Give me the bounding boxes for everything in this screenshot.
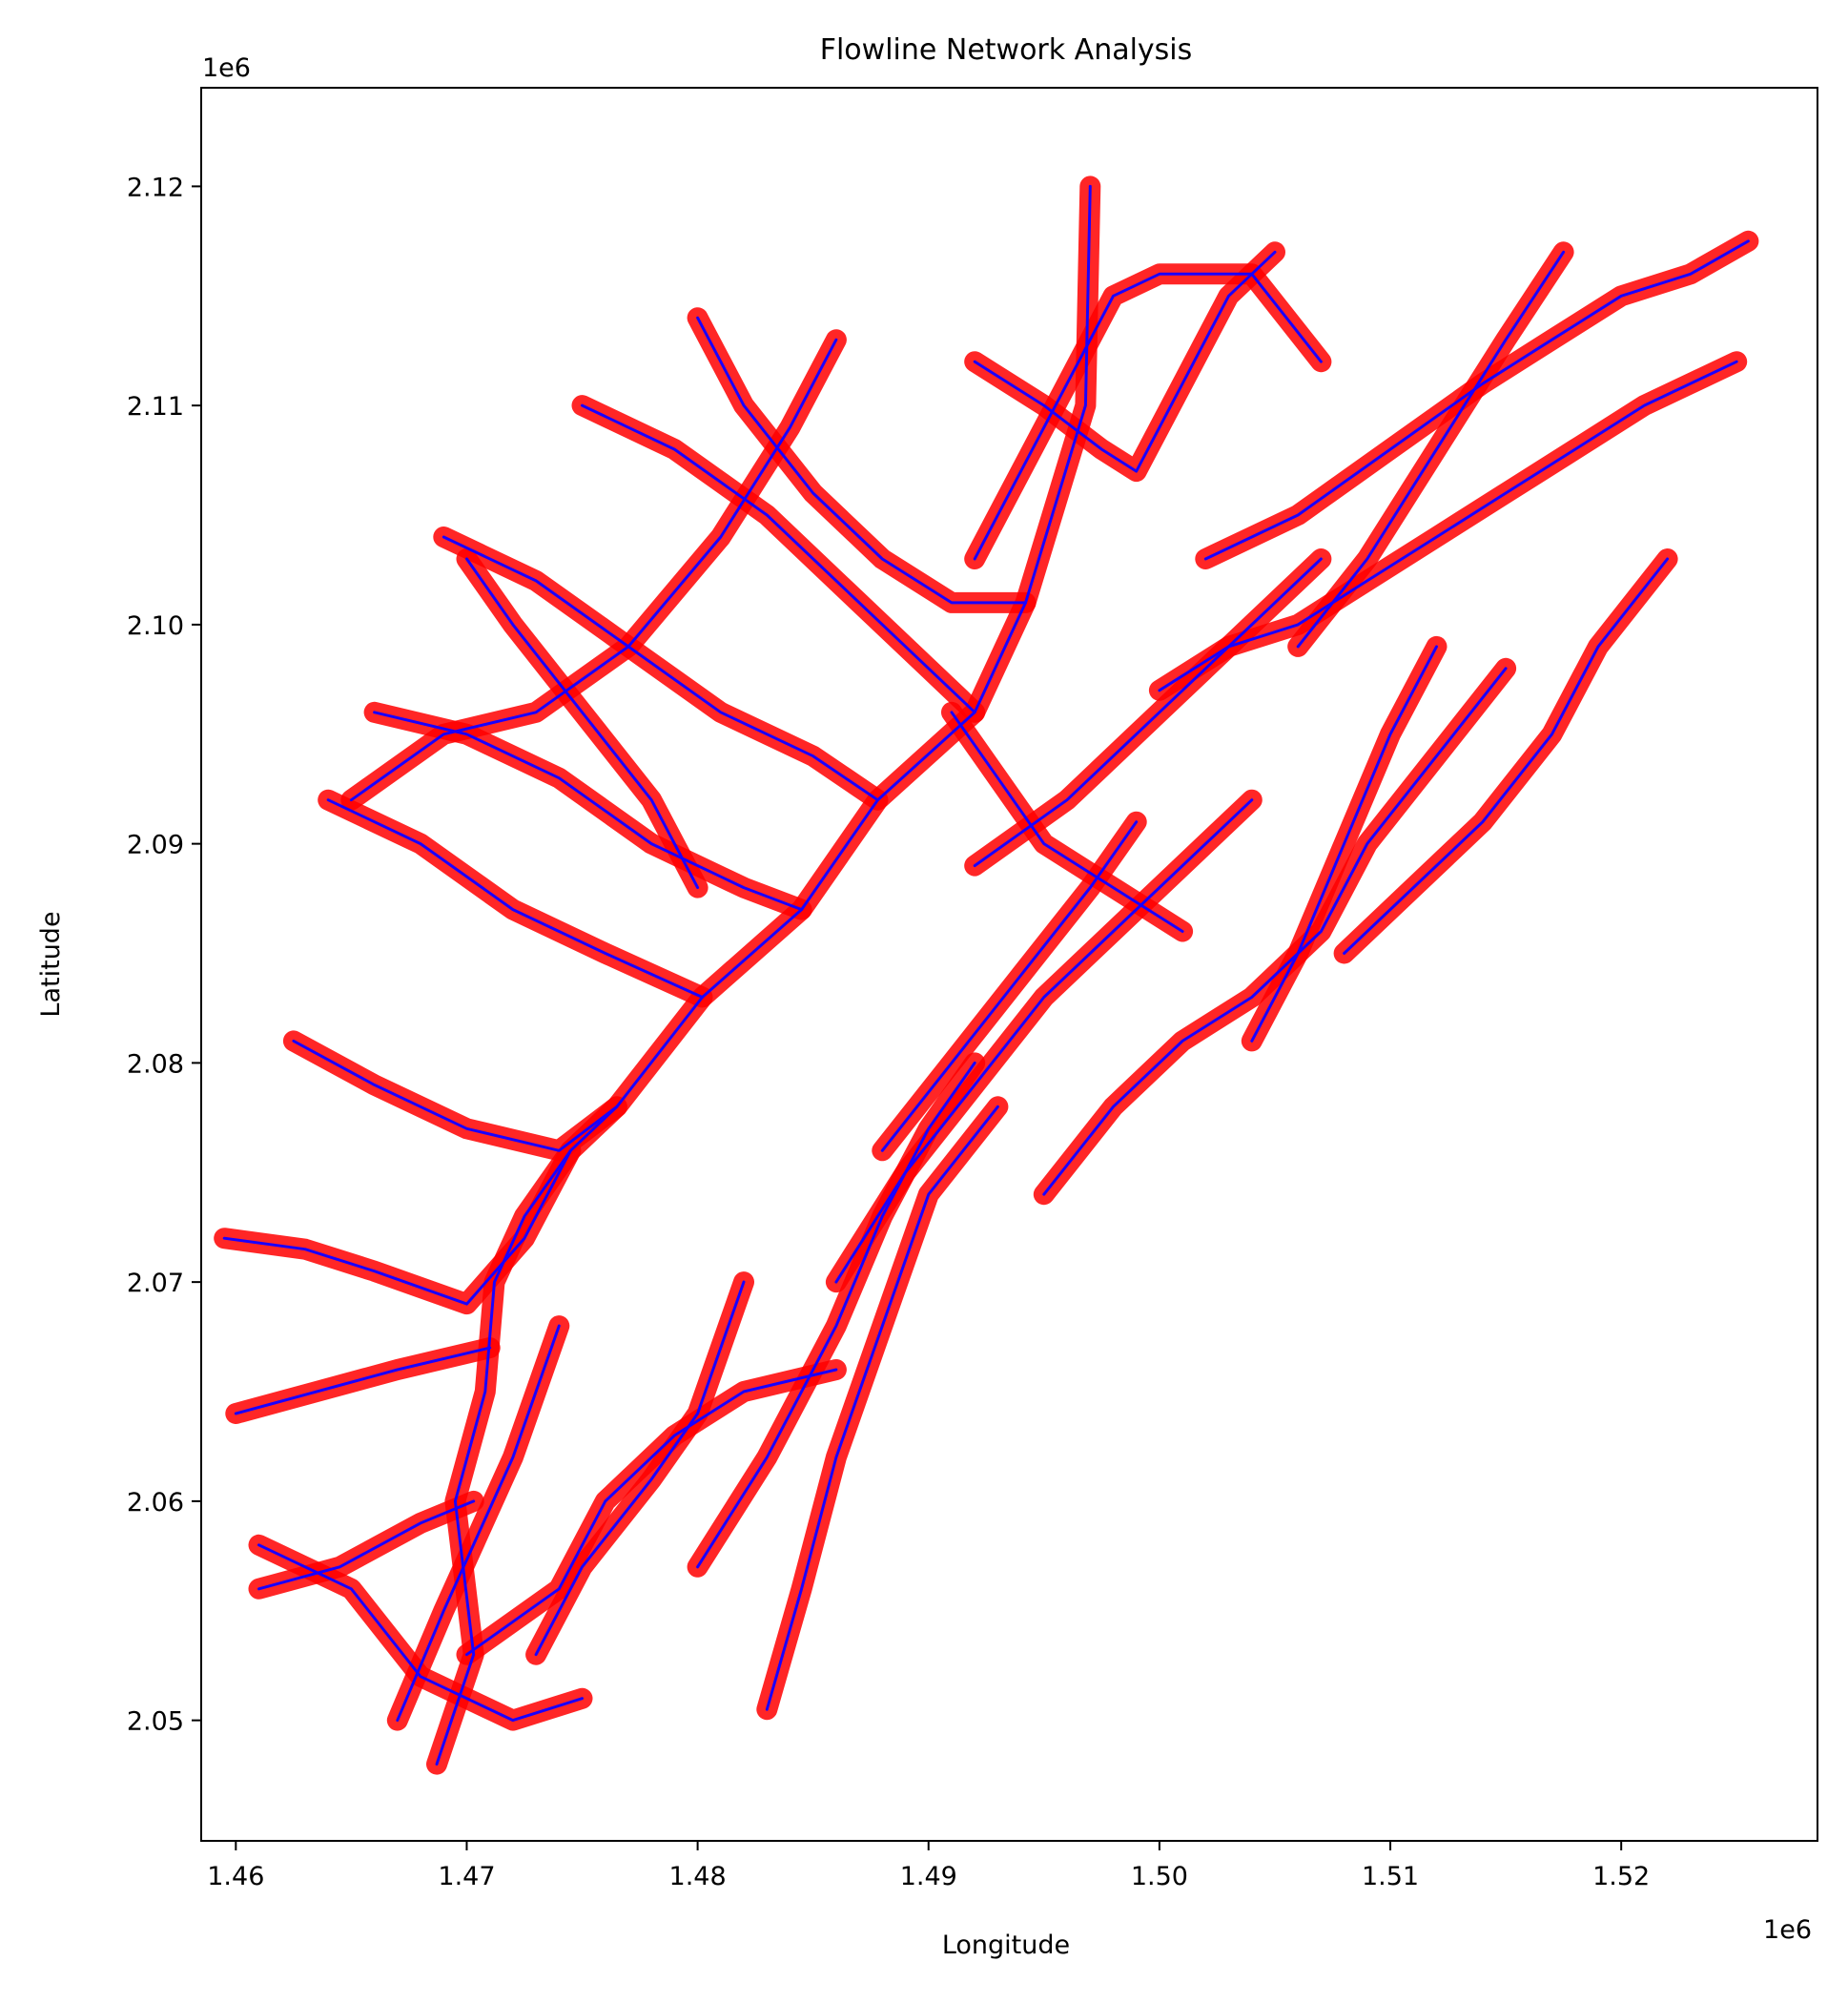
x-tick-label: 1.48 [669,1862,727,1891]
flowline-17 [1203,239,1750,561]
x-tick-label: 1.51 [1362,1862,1419,1891]
flowline-4 [292,1039,619,1152]
flowline-25 [396,1324,561,1723]
y-tick-label: 2.05 [127,1707,184,1737]
flowline-28 [973,272,1323,561]
y-tick-label: 2.10 [127,611,184,641]
flowline-2 [234,1346,492,1415]
flowline-16 [1158,360,1738,692]
flowline-8 [581,403,976,714]
y-tick-label: 2.07 [127,1269,184,1298]
y-tick-label: 2.09 [127,831,184,860]
flowline-21 [973,557,1323,868]
flowline-10 [973,250,1277,473]
y-offset-label: 1e6 [202,53,251,83]
y-axis: 2.05 2.06 2.07 2.08 2.09 2.10 2.11 2.12 [127,173,201,1737]
flowline-1 [222,1148,572,1306]
plot-frame [200,87,1818,1842]
flowline-6 [373,711,804,912]
y-axis-label: Latitude [36,911,66,1017]
y-tick-label: 2.11 [127,392,184,422]
flowline-20 [1250,645,1438,1043]
flowline-12 [534,1280,746,1657]
y-tick-label: 2.12 [127,173,184,202]
x-tick-label: 1.50 [1131,1862,1188,1891]
flowline-22 [880,820,1139,1152]
flowline-7 [441,535,879,802]
x-tick-label: 1.49 [900,1862,957,1891]
flowline-24 [257,1543,584,1723]
flowline-19 [1343,557,1670,955]
flowline-5 [326,798,704,999]
flowline-29 [950,711,1184,933]
flowline-26 [349,338,838,802]
chart-title: Flowline Network Analysis [820,33,1193,67]
x-tick-label: 1.47 [438,1862,495,1891]
y-tick-label: 2.08 [127,1049,184,1079]
plot-area [200,87,1818,1842]
flowline-9 [696,316,1027,605]
x-offset-label: 1e6 [1763,1915,1812,1945]
flowline-15 [1042,667,1508,1196]
x-tick-label: 1.52 [1592,1862,1650,1891]
flowline-3 [257,1499,476,1591]
flowline-18 [1296,250,1566,649]
flowline-13 [765,1105,999,1711]
x-axis-label: Longitude [942,1931,1070,1960]
flowline-23 [696,1061,976,1569]
flowline-27 [465,557,700,890]
x-tick-label: 1.46 [207,1862,264,1891]
flowline-11 [465,1368,838,1657]
y-tick-label: 2.06 [127,1488,184,1518]
x-axis: 1.46 1.47 1.48 1.49 1.50 1.51 1.52 [207,1841,1650,1891]
flowline-marks [214,176,1759,1775]
